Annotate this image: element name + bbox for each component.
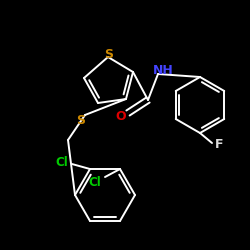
Text: NH: NH: [152, 64, 174, 78]
Text: O: O: [116, 110, 126, 122]
Text: Cl: Cl: [56, 156, 68, 168]
Text: S: S: [104, 48, 114, 60]
Text: F: F: [215, 138, 223, 151]
Text: Cl: Cl: [88, 176, 102, 188]
Text: S: S: [76, 114, 86, 126]
